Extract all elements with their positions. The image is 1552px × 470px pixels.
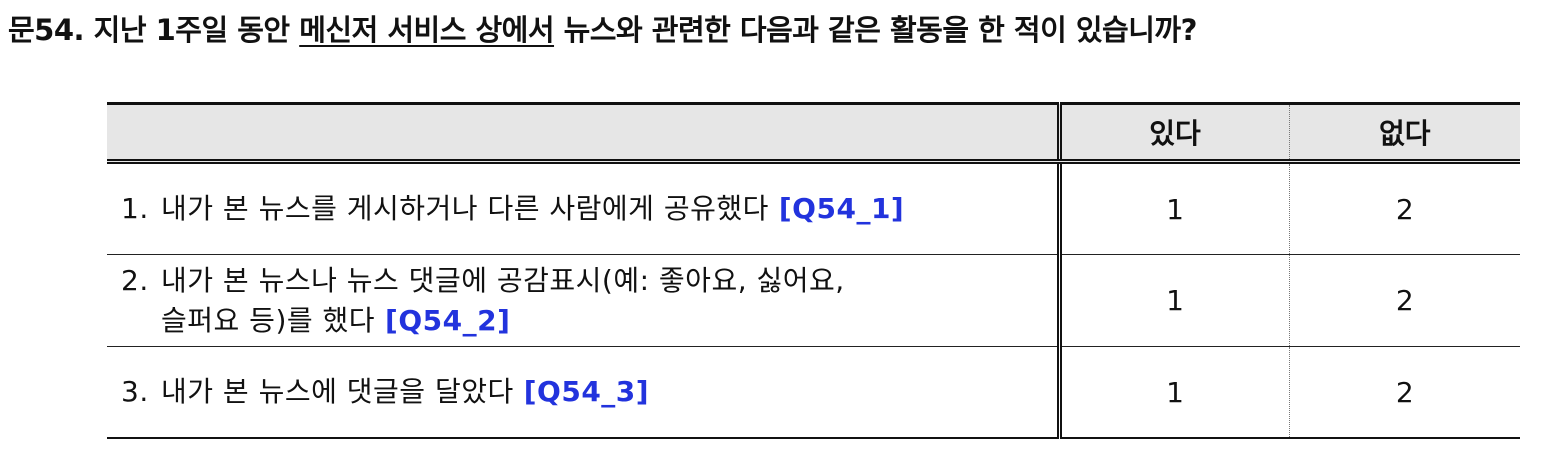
row-statement: 내가 본 뉴스에 댓글을 달았다 (161, 375, 514, 408)
row-item-text: 2. 내가 본 뉴스나 뉴스 댓글에 공감표시(예: 좋아요, 싫어요, 슬퍼요 … (107, 254, 1059, 347)
row-line-2: 슬퍼요 등)를 했다 [Q54_2] (121, 301, 1049, 341)
row-number: 1. (121, 192, 149, 225)
question-title: 문54. 지난 1주일 동안 메신저 서비스 상에서 뉴스와 관련한 다음과 같… (8, 8, 1544, 52)
row-statement-continued: 슬퍼요 등)를 했다 (161, 303, 376, 337)
question-underlined-phrase: 메신저 서비스 상에서 (299, 13, 555, 47)
row-yes-value: 1 (1056, 161, 1289, 255)
row-number: 2. (121, 263, 149, 297)
row-yes-value: 1 (1056, 254, 1289, 347)
row-line-1: 2. 내가 본 뉴스나 뉴스 댓글에 공감표시(예: 좋아요, 싫어요, (121, 261, 1049, 301)
question-prefix: 문54. 지난 1주일 동안 (8, 13, 300, 47)
header-item (107, 102, 1059, 164)
row-no-value: 2 (1288, 161, 1520, 255)
question-suffix: 뉴스와 관련한 다음과 같은 활동을 한 적이 있습니까? (554, 13, 1198, 47)
row-number: 3. (121, 375, 149, 408)
row-variable-code: [Q54_1] (778, 192, 905, 225)
header-no: 없다 (1288, 102, 1520, 164)
table-row: 3. 내가 본 뉴스에 댓글을 달았다 [Q54_3] 1 2 (107, 346, 1520, 439)
response-table: 있다 없다 1. 내가 본 뉴스를 게시하거나 다른 사람에게 공유했다 [Q54_… (107, 102, 1520, 439)
row-yes-value: 1 (1056, 346, 1289, 439)
table-row: 1. 내가 본 뉴스를 게시하거나 다른 사람에게 공유했다 [Q54_1] 1 2 (107, 161, 1520, 255)
row-variable-code: [Q54_3] (523, 375, 650, 408)
table-header-row: 있다 없다 (107, 102, 1520, 164)
row-no-value: 2 (1288, 346, 1520, 439)
header-yes: 있다 (1056, 102, 1289, 164)
row-item-text: 3. 내가 본 뉴스에 댓글을 달았다 [Q54_3] (107, 346, 1059, 439)
row-no-value: 2 (1288, 254, 1520, 347)
row-variable-code: [Q54_2] (385, 303, 511, 337)
row-item-text: 1. 내가 본 뉴스를 게시하거나 다른 사람에게 공유했다 [Q54_1] (107, 161, 1059, 255)
table-row: 2. 내가 본 뉴스나 뉴스 댓글에 공감표시(예: 좋아요, 싫어요, 슬퍼요 … (107, 254, 1520, 347)
row-statement: 내가 본 뉴스나 뉴스 댓글에 공감표시(예: 좋아요, 싫어요, (161, 263, 845, 297)
row-statement: 내가 본 뉴스를 게시하거나 다른 사람에게 공유했다 (161, 192, 769, 225)
